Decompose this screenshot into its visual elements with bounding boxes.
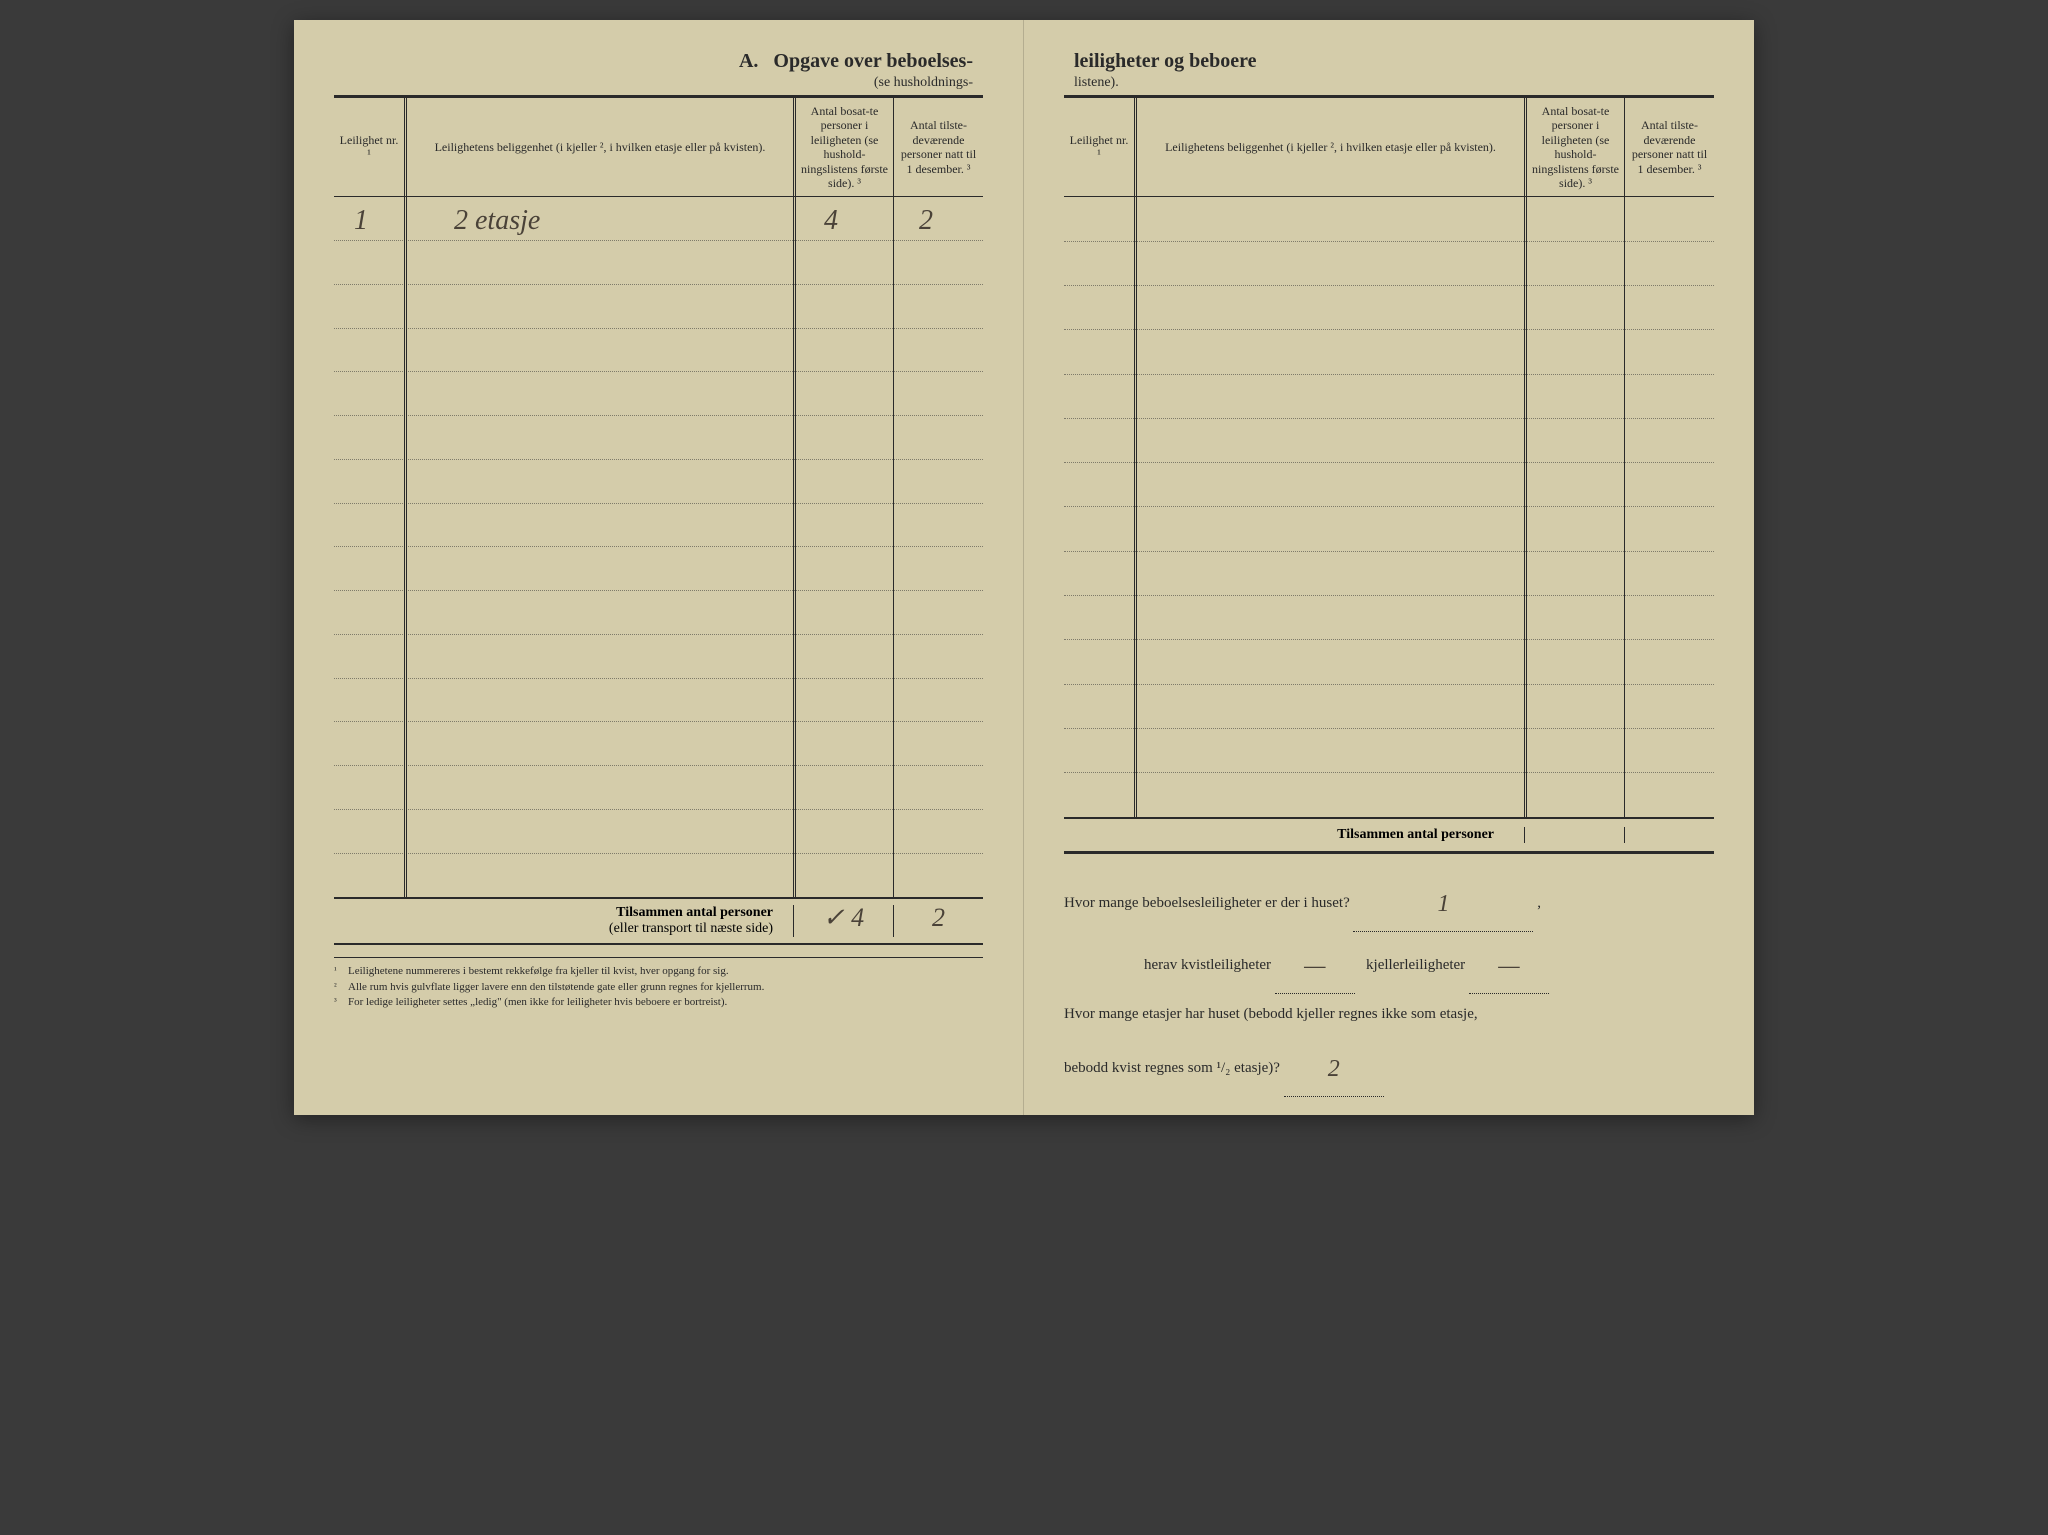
title-left-sub: (se husholdnings- xyxy=(874,75,973,90)
footnotes: ¹Leilighetene nummereres i bestemt rekke… xyxy=(334,957,983,1010)
left-rows xyxy=(334,197,983,897)
right-table: Leilighet nr. ¹ Leilighetens beliggenhet… xyxy=(1064,95,1714,854)
right-page: leiligheter og beboere listene). Leiligh… xyxy=(1024,20,1754,1115)
question-2: herav kvistleiligheter — kjellerleilighe… xyxy=(1064,936,1714,990)
left-table: Leilighet nr. ¹ Leilighetens beliggenhet… xyxy=(334,95,983,945)
header-nr: Leilighet nr. ¹ xyxy=(334,98,404,196)
hw-total1: 4 xyxy=(851,903,864,932)
title-left-main: Opgave over beboelses- xyxy=(773,50,973,72)
r-header-nr: Leilighet nr. ¹ xyxy=(1064,98,1134,196)
header-count2: Antal tilste-deværende personer natt til… xyxy=(893,98,983,196)
total-label-sub: (eller transport til næste side) xyxy=(609,921,773,936)
census-form-document: A. Opgave over beboelses- (se husholdnin… xyxy=(294,20,1754,1115)
right-table-body xyxy=(1064,197,1714,817)
left-table-header: Leilighet nr. ¹ Leilighetens beliggenhet… xyxy=(334,98,983,197)
right-total-cell1 xyxy=(1524,827,1624,843)
right-total-cell2 xyxy=(1624,827,1714,843)
title-right-sub: listene). xyxy=(1074,75,1119,90)
total-label: Tilsammen antal personer (eller transpor… xyxy=(334,905,793,937)
hw-row1-c2: 2 xyxy=(919,205,933,237)
hw-row1-c1: 4 xyxy=(824,205,838,237)
title-letter: A. xyxy=(739,50,758,72)
left-table-body: 1 2 etasje 4 2 xyxy=(334,197,983,897)
right-total-label: Tilsammen antal personer xyxy=(1064,827,1524,843)
footnote-2: ²Alle rum hvis gulvflate ligger lavere e… xyxy=(334,980,983,995)
title-right: leiligheter og beboere listene). xyxy=(1064,50,1714,91)
left-page: A. Opgave over beboelses- (se husholdnin… xyxy=(294,20,1024,1115)
q2-answer1: — xyxy=(1275,940,1355,994)
total-cell2: 2 xyxy=(893,905,983,937)
right-rows xyxy=(1064,197,1714,817)
right-total-row: Tilsammen antal personer xyxy=(1064,817,1714,854)
footnote-1: ¹Leilighetene nummereres i bestemt rekke… xyxy=(334,964,983,979)
question-3-line2: bebodd kvist regnes som ¹/₂ etasje)? 2 xyxy=(1064,1039,1714,1093)
title-left: A. Opgave over beboelses- (se husholdnin… xyxy=(334,50,983,91)
header-count1: Antal bosat-te personer i leiligheten (s… xyxy=(793,98,893,196)
q2-answer2: — xyxy=(1469,940,1549,994)
total-cell1: ✓ 4 xyxy=(793,905,893,937)
r-header-count1: Antal bosat-te personer i leiligheten (s… xyxy=(1524,98,1624,196)
question-1: Hvor mange beboelsesleiligheter er der i… xyxy=(1064,874,1714,928)
q1-answer: 1 xyxy=(1353,878,1533,932)
hw-row1-nr: 1 xyxy=(354,205,368,237)
question-3-line1: Hvor mange etasjer har huset (bebodd kje… xyxy=(1064,998,1714,1031)
questions-section: Hvor mange beboelsesleiligheter er der i… xyxy=(1064,874,1714,1092)
hw-total2: 2 xyxy=(932,903,945,932)
q3-answer: 2 xyxy=(1284,1043,1384,1097)
title-right-main: leiligheter og beboere xyxy=(1074,50,1257,72)
footnote-3: ³For ledige leiligheter settes „ledig" (… xyxy=(334,995,983,1010)
header-location: Leilighetens beliggenhet (i kjeller ², i… xyxy=(404,98,793,196)
left-total-row: Tilsammen antal personer (eller transpor… xyxy=(334,897,983,943)
hw-row1-loc: 2 etasje xyxy=(454,205,540,237)
r-header-location: Leilighetens beliggenhet (i kjeller ², i… xyxy=(1134,98,1524,196)
r-header-count2: Antal tilste-deværende personer natt til… xyxy=(1624,98,1714,196)
total-label-bold: Tilsammen antal personer xyxy=(616,905,773,920)
right-table-header: Leilighet nr. ¹ Leilighetens beliggenhet… xyxy=(1064,98,1714,197)
